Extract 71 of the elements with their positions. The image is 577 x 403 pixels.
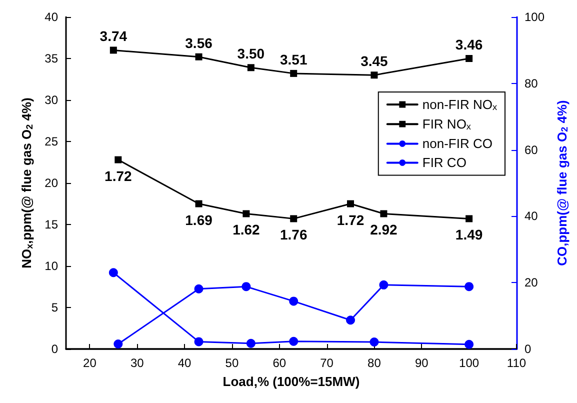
annotation: 1.76 xyxy=(280,226,308,243)
annotation: 3.45 xyxy=(360,53,388,70)
point xyxy=(246,338,256,348)
point xyxy=(242,210,250,218)
annotation: 3.46 xyxy=(455,36,483,52)
y2-tick-label: 20 xyxy=(524,276,538,290)
point xyxy=(370,72,378,79)
point xyxy=(242,282,251,292)
y2-tick-label: 80 xyxy=(524,76,538,90)
y2-tick-label: 100 xyxy=(524,10,545,24)
point xyxy=(464,282,474,292)
y-tick-label: 0 xyxy=(51,342,58,356)
y-tick-label: 15 xyxy=(44,218,58,232)
point xyxy=(290,70,298,77)
y2-tick-label: 0 xyxy=(524,342,532,356)
annotation: 1.69 xyxy=(185,212,213,228)
x-tick-label: 100 xyxy=(459,356,480,370)
point xyxy=(466,55,473,62)
x-tick-label: 50 xyxy=(225,356,239,370)
point xyxy=(289,336,298,346)
y-tick-label: 25 xyxy=(44,134,58,148)
annotation: 1.62 xyxy=(232,222,260,238)
y-axis-title: NOx,ppm(@ flue gas O2 4%) xyxy=(19,98,34,268)
annotation: 3.74 xyxy=(100,28,128,44)
x-tick-label: 80 xyxy=(368,356,382,370)
x-axis-title: Load,% (100%=15MW) xyxy=(222,374,360,389)
point xyxy=(195,53,202,60)
x-tick-label: 40 xyxy=(178,356,192,370)
point xyxy=(290,215,298,222)
annotation: 2.92 xyxy=(370,222,398,238)
legend-label: non-FIR NOx xyxy=(422,97,498,112)
point xyxy=(289,296,298,306)
point xyxy=(347,200,354,208)
y-tick-label: 5 xyxy=(51,300,58,314)
point xyxy=(114,340,123,349)
annotation: 3.51 xyxy=(280,51,308,68)
point xyxy=(108,268,118,278)
y2-tick-label: 60 xyxy=(524,142,538,157)
legend-label: FIR NOx xyxy=(422,116,472,132)
y2-tick-label: 40 xyxy=(524,209,538,224)
point xyxy=(194,337,204,346)
point xyxy=(464,340,474,349)
y-tick-label: 40 xyxy=(44,10,58,24)
x-tick-label: 20 xyxy=(83,356,97,370)
point xyxy=(379,280,388,290)
legend-label: non-FIR CO xyxy=(422,136,492,152)
annotation: 3.56 xyxy=(185,34,213,51)
x-tick-label: 110 xyxy=(506,356,526,370)
point xyxy=(194,284,204,294)
annotation: 3.50 xyxy=(237,46,265,62)
point xyxy=(110,46,117,54)
point xyxy=(114,156,122,164)
x-tick-label: 30 xyxy=(130,356,144,370)
annotation: 1.72 xyxy=(104,168,132,184)
x-tick-label: 90 xyxy=(414,356,429,370)
annotation: 1.72 xyxy=(336,212,364,228)
y-tick-label: 30 xyxy=(44,93,58,107)
point xyxy=(380,210,388,218)
legend-label: FIR CO xyxy=(422,155,466,170)
point xyxy=(370,338,379,347)
point xyxy=(466,215,473,222)
y-tick-label: 20 xyxy=(44,176,58,190)
annotation: 1.49 xyxy=(455,226,483,243)
x-tick-label: 70 xyxy=(320,356,334,370)
x-tick-label: 60 xyxy=(272,356,286,370)
point xyxy=(346,316,356,325)
point xyxy=(195,200,202,208)
y2-axis-title: CO,ppm(@ flue gas O2 4%) xyxy=(554,100,570,266)
y-tick-label: 35 xyxy=(44,52,58,66)
y-tick-label: 10 xyxy=(44,259,58,273)
point xyxy=(247,64,254,72)
